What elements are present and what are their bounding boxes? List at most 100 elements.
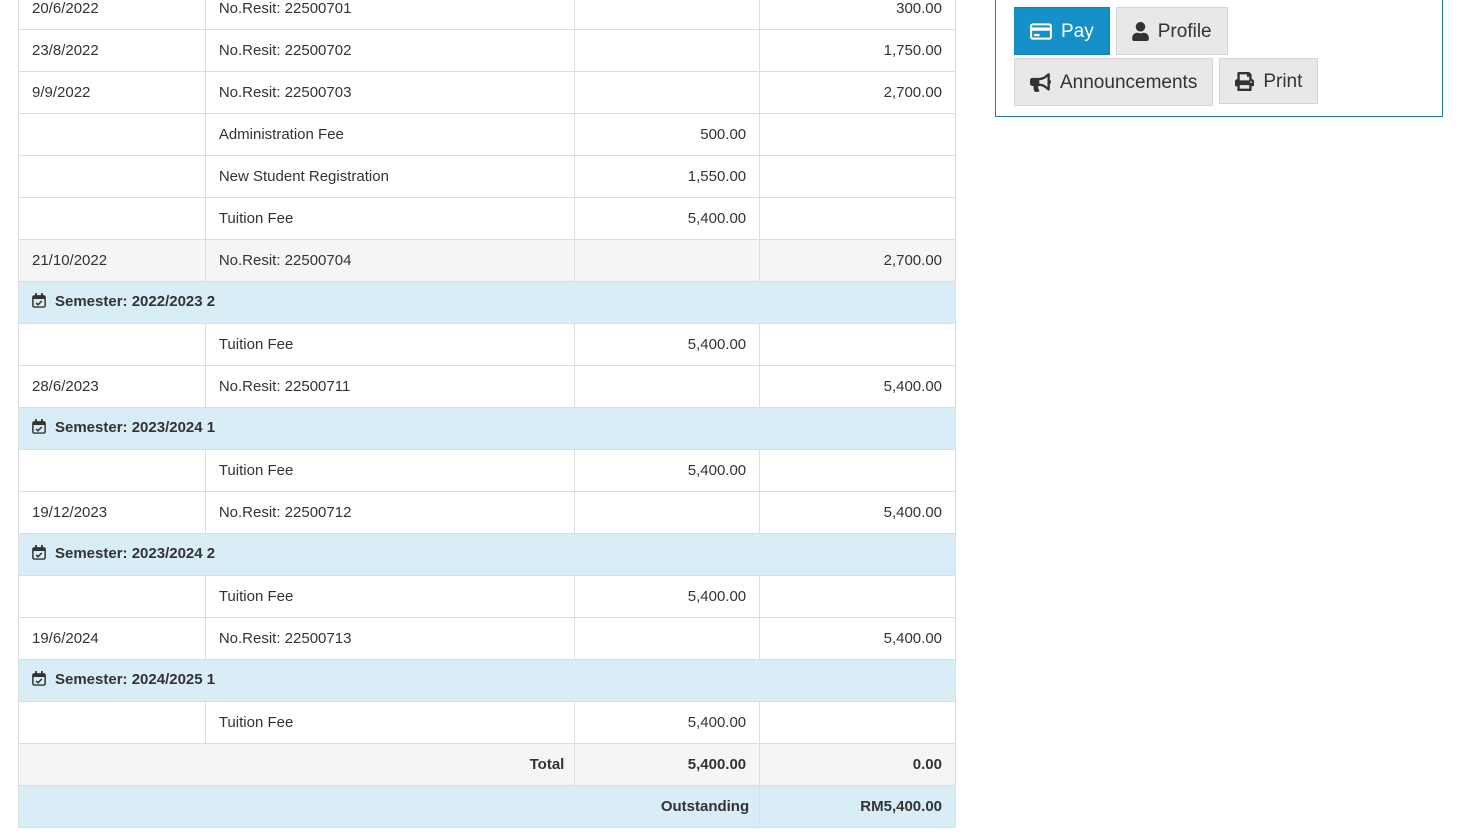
semester-header-row: Semester: 2022/2023 2: [18, 281, 956, 324]
row-credit: 5,400.00: [759, 491, 956, 534]
row-credit: [759, 701, 956, 744]
row-debit: [574, 491, 761, 534]
row-credit: 5,400.00: [759, 365, 956, 408]
semester-label: Semester: 2024/2025 1: [55, 671, 216, 688]
row-description: Tuition Fee: [204, 701, 576, 744]
outstanding-row: Outstanding RM5,400.00: [17, 785, 956, 828]
bullhorn-icon: [1030, 72, 1051, 92]
row-debit: [574, 0, 761, 30]
row-date: 20/6/2022: [18, 0, 206, 30]
semester-label: Semester: 2023/2024 1: [55, 419, 216, 436]
semester-header-cell: Semester: 2023/2024 1: [18, 407, 956, 450]
row-credit: [759, 575, 956, 618]
calendar-check-icon: [32, 419, 46, 438]
row-description: Tuition Fee: [204, 197, 576, 240]
row-date: [18, 323, 206, 366]
profile-button-label: Profile: [1157, 20, 1212, 42]
semester-header-cell: Semester: 2024/2025 1: [18, 659, 956, 702]
fee-statement-table: 20/6/2022 No.Resit: 22500701 300.00 23/8/20…: [17, 0, 956, 828]
row-date: 21/10/2022: [18, 239, 206, 282]
profile-button[interactable]: Profile: [1115, 7, 1228, 55]
row-debit: [574, 71, 761, 114]
print-button[interactable]: Print: [1219, 58, 1319, 104]
row-credit: 2,700.00: [759, 239, 956, 282]
row-description: No.Resit: 22500704: [204, 239, 576, 282]
calendar-check-icon: [32, 671, 46, 690]
calendar-check-icon: [32, 545, 46, 564]
table-row: Administration Fee 500.00: [18, 113, 956, 156]
row-description: No.Resit: 22500711: [204, 365, 576, 408]
semester-header-row: Semester: 2023/2024 2: [18, 533, 956, 576]
row-debit: 5,400.00: [574, 575, 761, 618]
row-description: Tuition Fee: [204, 575, 576, 618]
table-row: 28/6/2023 No.Resit: 22500711 5,400.00: [18, 365, 956, 408]
row-date: [18, 113, 206, 156]
table-row: 23/8/2022 No.Resit: 22500702 1,750.00: [18, 29, 956, 72]
semester-header-row: Semester: 2024/2025 1: [18, 659, 956, 702]
outstanding-label: Outstanding: [17, 785, 761, 828]
total-credit: 0.00: [759, 743, 956, 786]
row-description: New Student Registration: [204, 155, 576, 198]
row-debit: [574, 365, 761, 408]
semester-label: Semester: 2023/2024 2: [55, 545, 216, 562]
row-debit: 5,400.00: [574, 197, 761, 240]
announcements-button[interactable]: Announcements: [1014, 58, 1214, 106]
row-debit: 1,550.00: [574, 155, 761, 198]
credit-card-icon: [1030, 22, 1052, 40]
row-date: 19/6/2024: [18, 617, 206, 660]
row-date: 19/12/2023: [18, 491, 206, 534]
table-row: 19/6/2024 No.Resit: 22500713 5,400.00: [18, 617, 956, 660]
row-debit: 500.00: [574, 113, 761, 156]
semester-header-cell: Semester: 2022/2023 2: [18, 281, 956, 324]
row-description: No.Resit: 22500703: [204, 71, 576, 114]
semester-label: Semester: 2022/2023 2: [55, 293, 216, 310]
row-date: 28/6/2023: [18, 365, 206, 408]
row-debit: 5,400.00: [574, 323, 761, 366]
table-row: Tuition Fee 5,400.00: [18, 197, 956, 240]
row-date: [18, 701, 206, 744]
row-debit: [574, 29, 761, 72]
row-description: No.Resit: 22500702: [204, 29, 576, 72]
row-credit: 1,750.00: [759, 29, 956, 72]
table-row: 9/9/2022 No.Resit: 22500703 2,700.00: [18, 71, 956, 114]
row-debit: 5,400.00: [574, 449, 761, 492]
row-description: No.Resit: 22500701: [204, 0, 576, 30]
table-row: Tuition Fee 5,400.00: [18, 575, 956, 618]
table-row: Tuition Fee 5,400.00: [18, 701, 956, 744]
semester-header-row: Semester: 2023/2024 1: [18, 407, 956, 450]
row-credit: 2,700.00: [759, 71, 956, 114]
printer-icon: [1235, 71, 1255, 91]
row-description: Administration Fee: [204, 113, 576, 156]
row-debit: [574, 239, 761, 282]
calendar-check-icon: [32, 293, 46, 312]
row-credit: [759, 113, 956, 156]
row-description: Tuition Fee: [204, 323, 576, 366]
row-date: [18, 155, 206, 198]
row-date: [18, 197, 206, 240]
semester-header-cell: Semester: 2023/2024 2: [18, 533, 956, 576]
row-debit: [574, 617, 761, 660]
row-description: No.Resit: 22500712: [204, 491, 576, 534]
table-row: New Student Registration 1,550.00: [18, 155, 956, 198]
row-date: [18, 575, 206, 618]
total-label: Total: [17, 743, 576, 786]
table-row: 19/12/2023 No.Resit: 22500712 5,400.00: [18, 491, 956, 534]
pay-button[interactable]: Pay: [1014, 7, 1110, 55]
row-credit: 5,400.00: [759, 617, 956, 660]
announcements-button-label: Announcements: [1060, 71, 1198, 93]
table-row: Tuition Fee 5,400.00: [18, 323, 956, 366]
outstanding-amount: RM5,400.00: [759, 785, 956, 828]
table-row: 21/10/2022 No.Resit: 22500704 2,700.00: [18, 239, 956, 282]
row-date: 9/9/2022: [18, 71, 206, 114]
row-date: 23/8/2022: [18, 29, 206, 72]
actions-panel: Pay Profile Announcements: [995, 0, 1443, 117]
table-row: 20/6/2022 No.Resit: 22500701 300.00: [18, 0, 956, 30]
row-credit: [759, 197, 956, 240]
row-date: [18, 449, 206, 492]
row-credit: [759, 449, 956, 492]
row-credit: 300.00: [759, 0, 956, 30]
total-debit: 5,400.00: [574, 743, 761, 786]
pay-button-label: Pay: [1061, 20, 1094, 42]
row-description: No.Resit: 22500713: [204, 617, 576, 660]
